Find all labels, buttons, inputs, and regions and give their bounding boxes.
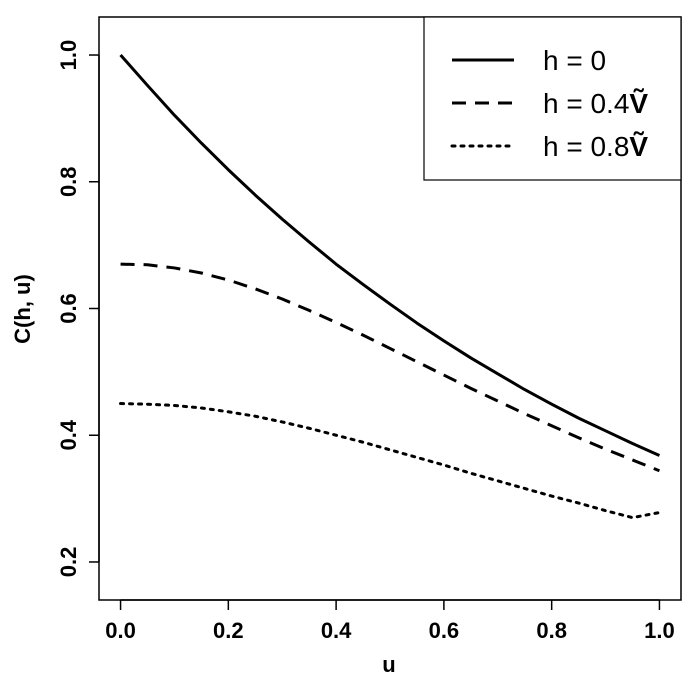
y-tick-label: 0.4 (56, 419, 81, 450)
y-axis: 0.2 0.4 0.6 0.8 1.0 (56, 40, 100, 578)
x-axis-title: u (382, 652, 395, 677)
series-lines (119, 54, 661, 520)
legend-label-1: h = 0 (543, 45, 606, 76)
x-tick-label: 0.0 (105, 618, 136, 643)
x-tick-label: 0.6 (429, 618, 460, 643)
legend-box (423, 16, 682, 181)
series-line-3 (119, 402, 661, 520)
x-tick-label: 0.4 (321, 618, 352, 643)
x-tick-label: 0.8 (536, 618, 567, 643)
x-tick-label: 0.2 (213, 618, 244, 643)
legend-label-2: h = 0.4Ṽ (543, 88, 648, 119)
y-tick-label: 0.2 (56, 547, 81, 578)
x-axis: 0.0 0.2 0.4 0.6 0.8 1.0 (105, 599, 675, 643)
legend-label-3: h = 0.8Ṽ (543, 131, 648, 162)
x-tick-label: 1.0 (644, 618, 675, 643)
y-axis-title: C(h, u) (10, 274, 35, 344)
series-line-1 (119, 54, 661, 457)
y-tick-label: 0.8 (56, 166, 81, 197)
legend: h = 0 h = 0.4Ṽ h = 0.8Ṽ (423, 16, 682, 181)
y-tick-label: 1.0 (56, 40, 81, 71)
y-tick-label: 0.6 (56, 293, 81, 324)
series-line-2 (120, 262, 660, 473)
